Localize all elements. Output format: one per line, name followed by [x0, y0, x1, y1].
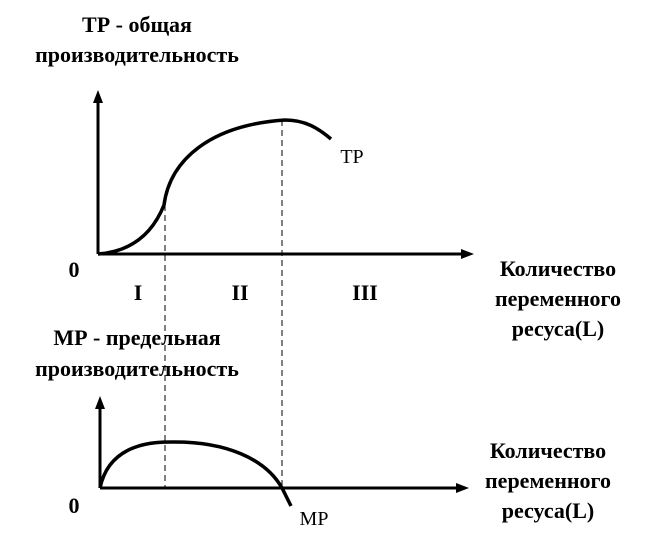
- tp-y-axis-arrow: [93, 90, 103, 103]
- tp-curve: [97, 118, 333, 256]
- tp-origin-label: 0: [69, 257, 80, 282]
- mp-x-axis-arrow: [456, 483, 469, 493]
- mp-curve: [98, 440, 293, 507]
- tp-curve-label: ТР: [340, 146, 363, 168]
- mp-title-line1: МР - предельная: [53, 325, 220, 350]
- stage-label-ii: II: [231, 280, 248, 305]
- mp-title-line2: производительность: [35, 356, 239, 381]
- mp-origin-label: 0: [69, 493, 80, 518]
- tp-title-line1: ТР - общая: [82, 12, 192, 37]
- mp-curve-label: МР: [300, 508, 329, 530]
- stage-label-i: I: [134, 280, 143, 305]
- tp-x-label-line1: Количество: [500, 256, 616, 281]
- tp-x-axis-arrow: [461, 249, 474, 259]
- tp-title-line2: производительность: [35, 42, 239, 67]
- mp-x-label-line1: Количество: [490, 438, 606, 463]
- stage-label-iii: III: [352, 280, 378, 305]
- mp-x-label-line3: ресуса(L): [502, 498, 594, 523]
- mp-y-axis-arrow: [95, 396, 105, 409]
- tp-x-label-line3: ресуса(L): [512, 316, 604, 341]
- tp-x-label-line2: переменного: [495, 286, 621, 311]
- mp-x-label-line2: переменного: [485, 468, 611, 493]
